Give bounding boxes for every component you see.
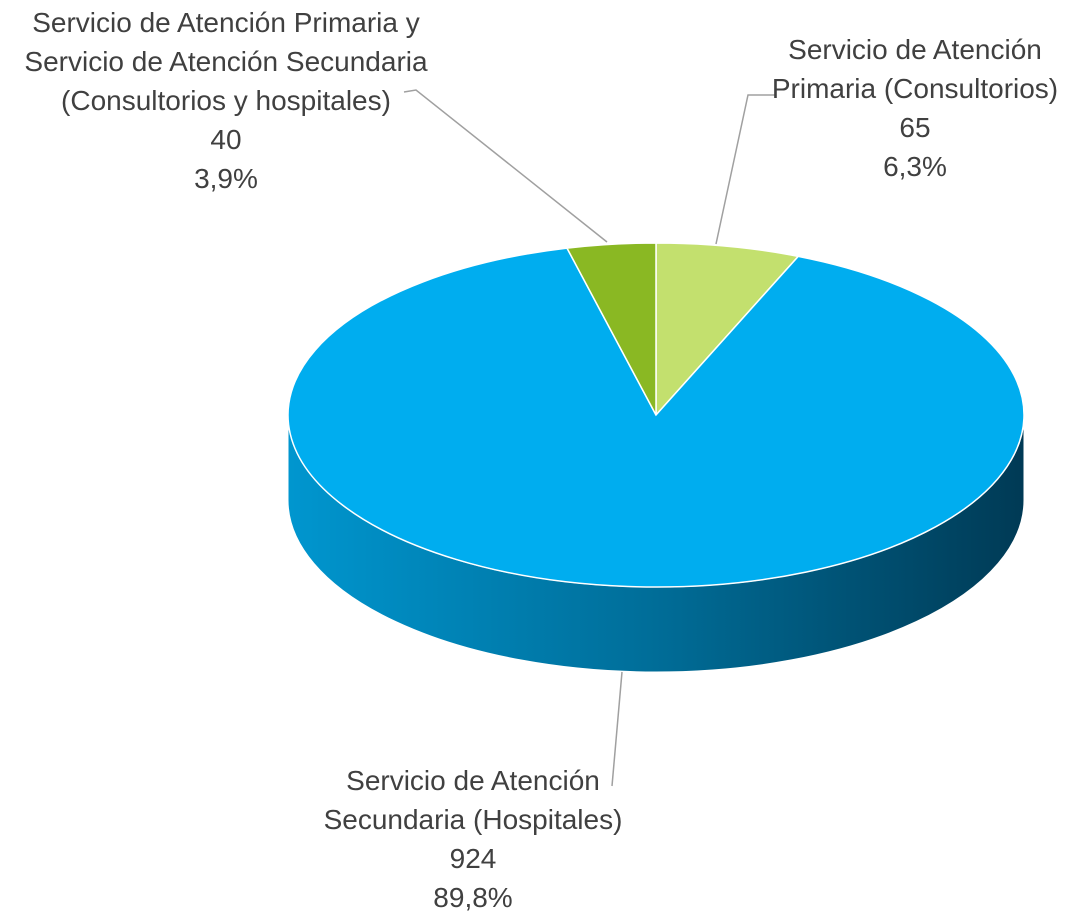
value-label: 40 xyxy=(210,124,242,155)
data-label: Servicio de Atención Secundaria (Hospita… xyxy=(308,761,638,917)
value-label: 65 xyxy=(899,112,931,143)
percent-label: 89,8% xyxy=(433,882,513,913)
leader-line xyxy=(403,89,608,243)
data-label: Servicio de Atención Primaria (Consultor… xyxy=(750,30,1071,186)
slice xyxy=(565,242,657,416)
category-label: Servicio de Atención Primaria y Servicio… xyxy=(24,7,428,116)
category-label: Servicio de Atención Secundaria (Hospita… xyxy=(323,765,623,835)
percent-label: 6,3% xyxy=(883,151,947,182)
percent-label: 3,9% xyxy=(194,163,258,194)
data-label: Servicio de Atención Primaria y Servicio… xyxy=(0,3,456,198)
leader-line xyxy=(715,94,775,245)
category-label: Servicio de Atención Primaria (Consultor… xyxy=(771,34,1059,104)
slice xyxy=(655,242,800,417)
value-label: 924 xyxy=(449,843,497,874)
slice xyxy=(287,247,1025,588)
leader-line xyxy=(611,671,623,787)
